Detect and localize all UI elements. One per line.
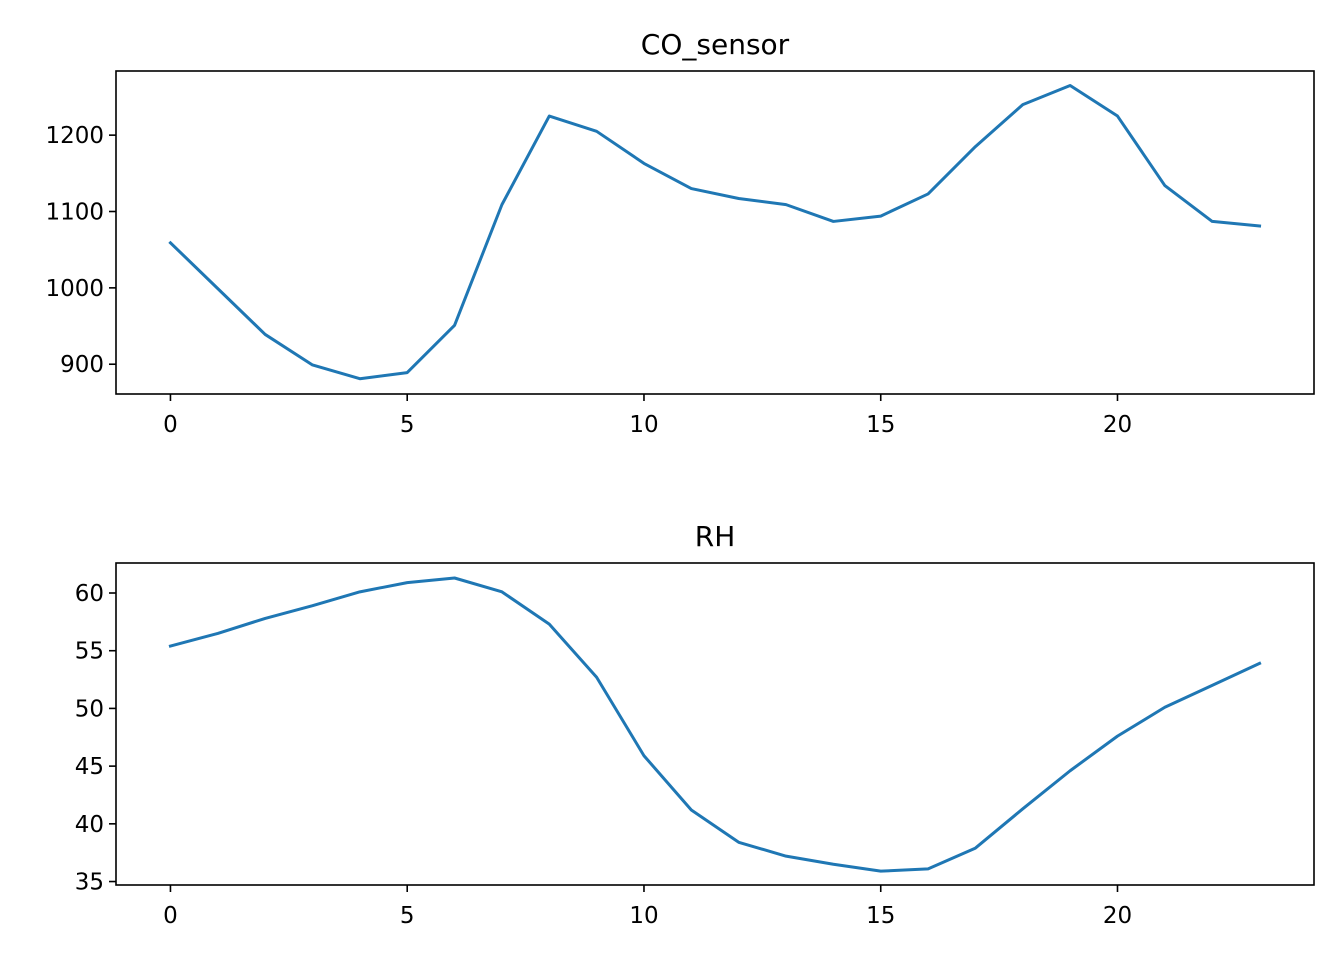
rh-y-tick-label: 55 xyxy=(75,639,104,665)
rh-axes-frame xyxy=(115,562,1315,886)
co-sensor-x-tick-label: 20 xyxy=(1103,412,1132,438)
rh-y-tick-label: 35 xyxy=(75,870,104,896)
co-sensor-title: CO_sensor xyxy=(641,28,790,61)
co-sensor-x-tick-label: 15 xyxy=(866,412,895,438)
rh-panel: RH 0 5 10 15 20 35 40 45 50 55 60 xyxy=(75,520,1315,929)
co-sensor-y-tick-label: 900 xyxy=(60,352,104,378)
co-sensor-x-tick-label: 5 xyxy=(400,412,415,438)
rh-series-line xyxy=(168,576,1262,873)
co-sensor-series-line xyxy=(168,84,1262,381)
co-sensor-axes-frame xyxy=(115,70,1315,395)
rh-y-tick-label: 40 xyxy=(75,812,104,838)
rh-y-tick-label: 45 xyxy=(75,754,104,780)
co-sensor-y-tick-label: 1200 xyxy=(45,123,104,149)
co-sensor-x-tick-label: 10 xyxy=(629,412,658,438)
rh-x-tick-label: 10 xyxy=(629,903,658,929)
rh-title: RH xyxy=(695,520,736,553)
co-sensor-panel: CO_sensor 0 5 10 15 20 900 1000 1100 1200 xyxy=(45,28,1315,438)
rh-y-tick-label: 50 xyxy=(75,696,104,722)
rh-x-tick-label: 20 xyxy=(1103,903,1132,929)
rh-x-tick-label: 15 xyxy=(866,903,895,929)
rh-x-tick-label: 0 xyxy=(163,903,178,929)
co-sensor-y-tick-label: 1100 xyxy=(45,200,104,226)
rh-y-tick-label: 60 xyxy=(75,581,104,607)
co-sensor-x-tick-label: 0 xyxy=(163,412,178,438)
co-sensor-y-tick-label: 1000 xyxy=(45,276,104,302)
rh-x-tick-label: 5 xyxy=(400,903,415,929)
